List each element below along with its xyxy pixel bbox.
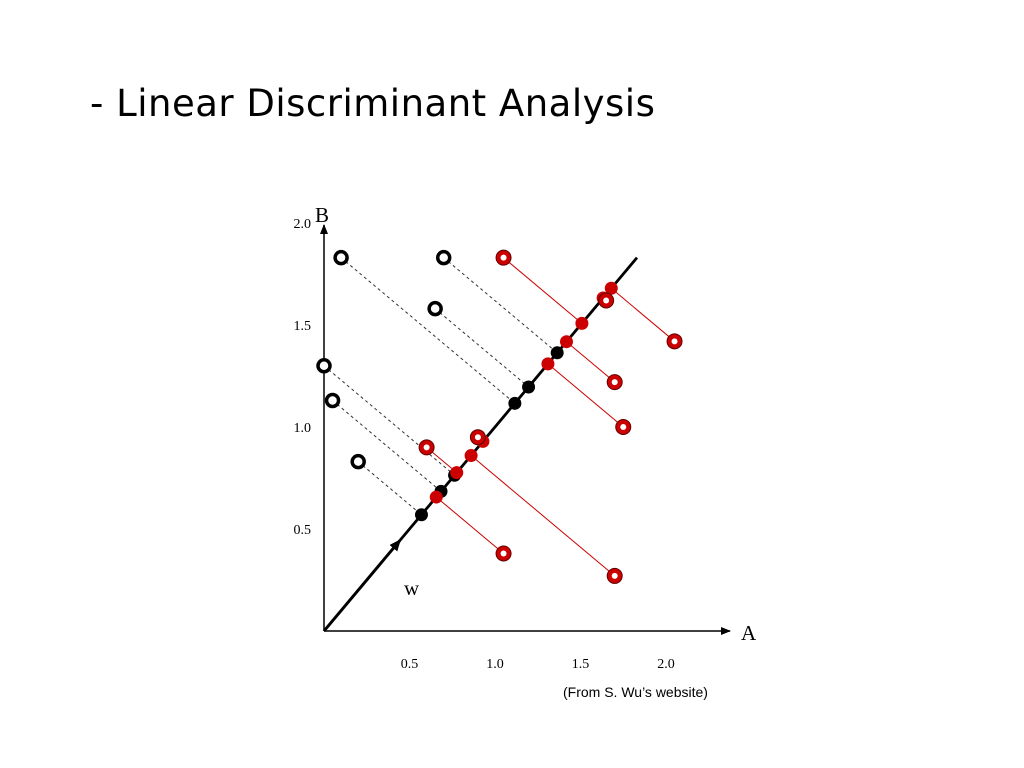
data-point-red-center bbox=[423, 444, 430, 451]
projected-point-black bbox=[550, 346, 564, 360]
x-tick-labels: 0.5 1.0 1.5 2.0 bbox=[401, 657, 675, 672]
projection-guide-line bbox=[435, 496, 504, 554]
y-axis-label: B bbox=[315, 203, 329, 227]
data-point-red-center bbox=[611, 379, 618, 386]
projection-guide-line bbox=[470, 455, 616, 577]
projection-guide-line bbox=[503, 257, 583, 324]
x-tick-label: 1.5 bbox=[572, 657, 590, 672]
source-credit: (From S. Wu’s website) bbox=[563, 684, 708, 700]
data-point-red-center bbox=[603, 297, 610, 304]
data-point-black bbox=[427, 300, 443, 317]
data-point-black bbox=[333, 249, 349, 266]
projection-guide-line bbox=[610, 287, 675, 342]
x-tick-label: 1.0 bbox=[486, 657, 504, 672]
x-axis-label: A bbox=[741, 621, 757, 645]
y-tick-labels: 0.5 1.0 1.5 2.0 bbox=[294, 217, 312, 538]
data-points bbox=[316, 249, 683, 584]
projection-guide-line bbox=[547, 363, 624, 428]
data-point-red-center bbox=[671, 338, 678, 345]
projection-guide-line bbox=[443, 257, 558, 354]
data-point-black bbox=[350, 453, 366, 470]
projection-guide-line bbox=[357, 461, 422, 516]
slide-title: - Linear Discriminant Analysis bbox=[90, 82, 656, 125]
y-tick-label: 1.0 bbox=[294, 421, 312, 436]
projected-point-red bbox=[575, 316, 589, 330]
data-point-black bbox=[435, 249, 452, 266]
data-point-red-center bbox=[620, 424, 627, 430]
w-vector-arrow bbox=[322, 539, 402, 632]
data-point-red-center bbox=[500, 550, 507, 557]
projection-lines bbox=[323, 257, 675, 577]
y-tick-label: 1.5 bbox=[294, 319, 312, 334]
x-tick-label: 0.5 bbox=[401, 657, 419, 672]
projected-point-red bbox=[450, 466, 464, 480]
projected-point-black bbox=[522, 380, 536, 394]
x-tick-label: 2.0 bbox=[657, 657, 675, 672]
data-point-red-center bbox=[474, 434, 481, 441]
projected-point-black bbox=[508, 396, 522, 410]
projected-point-red bbox=[541, 357, 555, 371]
y-tick-label: 2.0 bbox=[294, 217, 312, 232]
projected-point-red bbox=[604, 281, 618, 295]
data-point-red-center bbox=[500, 254, 507, 261]
projected-point-black bbox=[414, 508, 428, 522]
w-vector-label: w bbox=[404, 576, 420, 600]
projection-guide-line bbox=[434, 308, 529, 388]
data-point-black bbox=[316, 358, 332, 374]
projected-point-red bbox=[464, 449, 478, 463]
projected-point-red bbox=[559, 335, 573, 349]
projected-point-red bbox=[429, 490, 443, 504]
projection-guide-line bbox=[566, 341, 616, 383]
projection-guide-line bbox=[323, 365, 455, 476]
y-tick-label: 0.5 bbox=[294, 523, 312, 538]
data-point-black bbox=[324, 392, 341, 409]
data-point-red-center bbox=[611, 572, 618, 579]
projection-guide-line bbox=[340, 257, 516, 404]
